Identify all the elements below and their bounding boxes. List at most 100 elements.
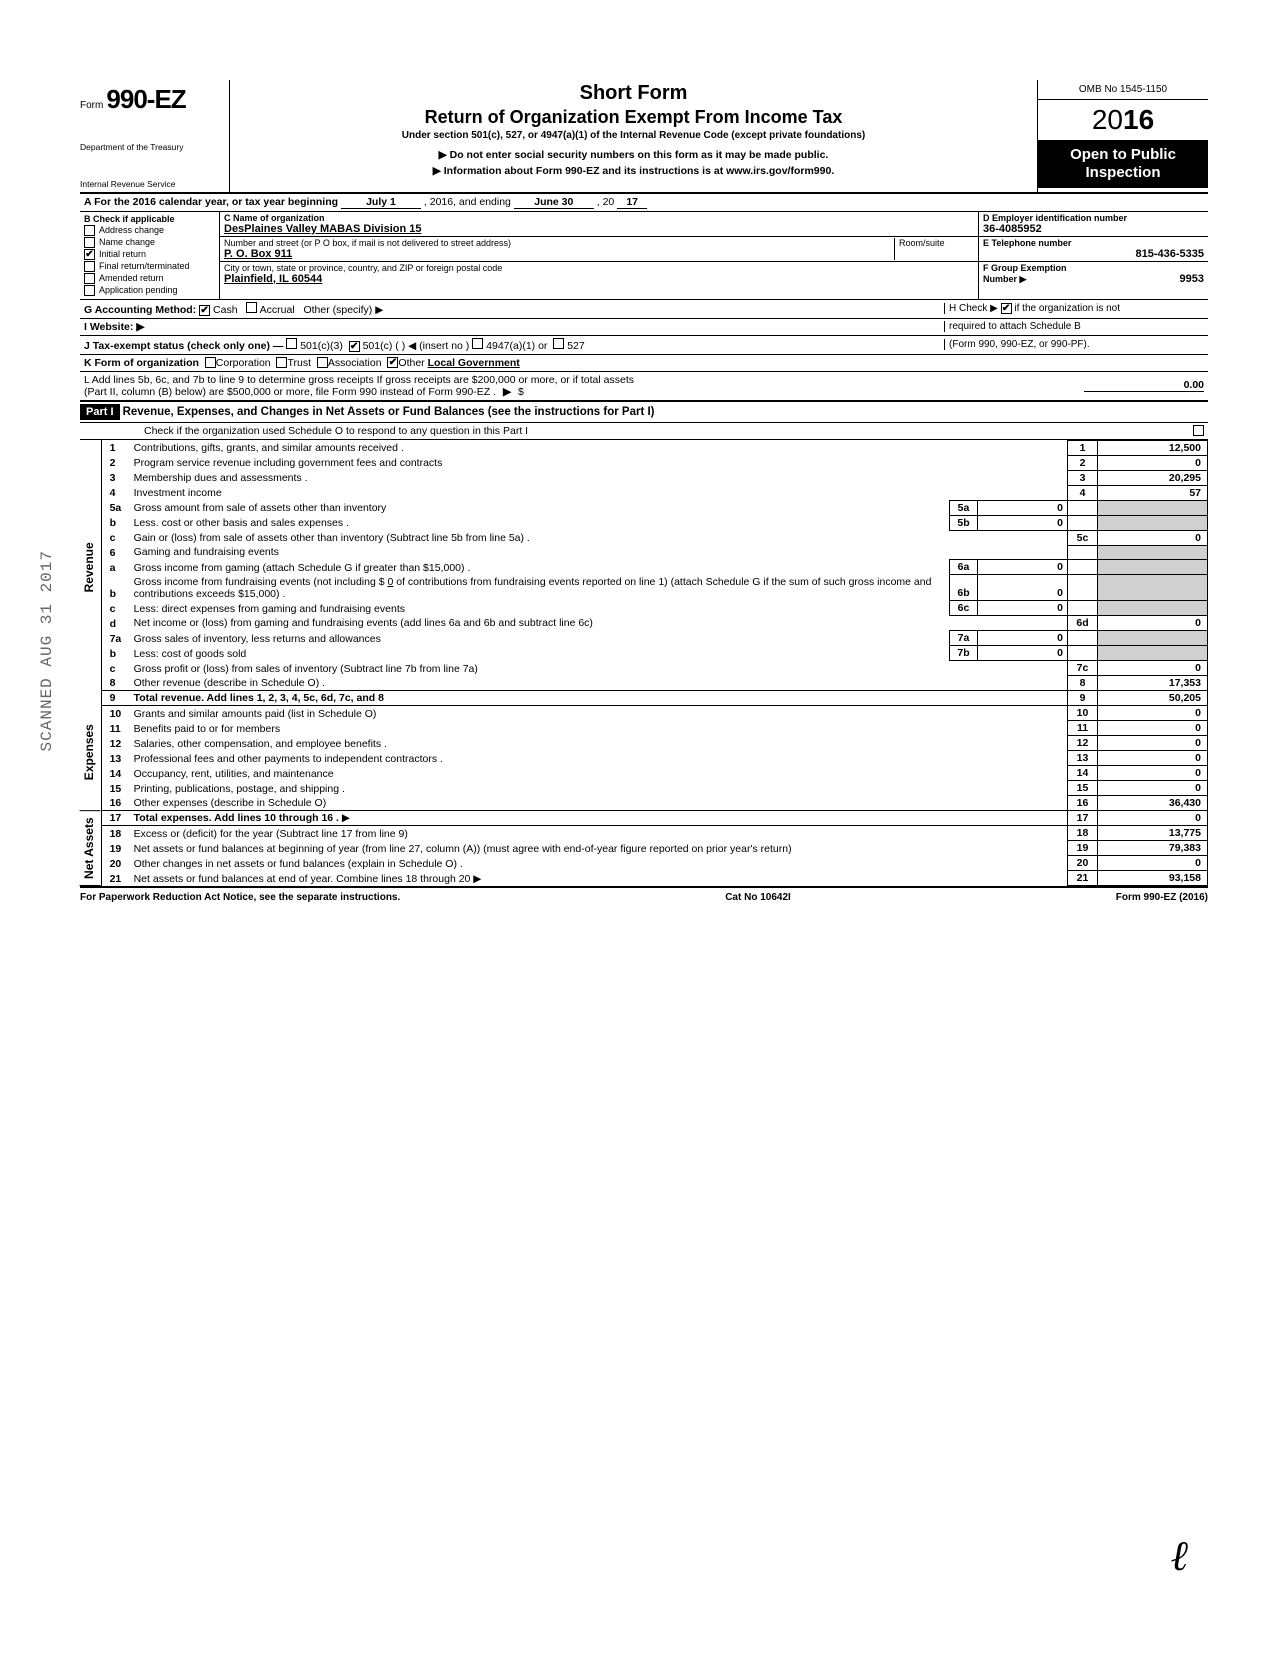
dept-treasury: Department of the Treasury	[80, 143, 223, 152]
year-bold: 16	[1123, 104, 1154, 135]
row-18: 18Excess or (deficit) for the year (Subt…	[102, 826, 1208, 841]
form-990ez: Form 990-EZ Department of the Treasury I…	[80, 80, 1208, 903]
part1-check-text: Check if the organization used Schedule …	[84, 425, 1193, 437]
chk-h[interactable]: ✔	[1001, 303, 1012, 314]
lbl-initial: Initial return	[99, 249, 146, 259]
row-21: 21Net assets or fund balances at end of …	[102, 871, 1208, 886]
section-bcdef: B Check if applicable Address change Nam…	[80, 212, 1208, 300]
chk-other-org[interactable]: ✔	[387, 357, 398, 368]
chk-trust[interactable]	[276, 357, 287, 368]
lbl-501c: 501(c) (	[363, 340, 399, 352]
chk-4947[interactable]	[472, 338, 483, 349]
row-8: 8Other revenue (describe in Schedule O) …	[102, 676, 1208, 691]
chk-app[interactable]	[84, 285, 95, 296]
info-note: ▶ Information about Form 990-EZ and its …	[238, 165, 1029, 177]
vlabel-revenue: Revenue	[80, 440, 101, 695]
chk-accrual[interactable]	[246, 302, 257, 313]
lbl-assoc: Association	[328, 357, 382, 369]
row-6c: cLess: direct expenses from gaming and f…	[102, 601, 1208, 616]
lbl-cash: Cash	[213, 304, 238, 316]
lbl-final: Final return/terminated	[99, 261, 190, 271]
form-number: 990-EZ	[106, 84, 185, 114]
omb-number: OMB No 1545-1150	[1038, 80, 1208, 100]
open-line1: Open to Public	[1070, 146, 1176, 163]
chk-part1-scho[interactable]	[1193, 425, 1204, 436]
header-left: Form 990-EZ Department of the Treasury I…	[80, 80, 230, 192]
b-label: B Check if applicable	[84, 214, 175, 224]
line-g: G Accounting Method: ✔ Cash Accrual Othe…	[80, 300, 1208, 319]
footer-mid: Cat No 10642I	[725, 892, 791, 903]
g-label: G Accounting Method:	[84, 304, 196, 316]
row-2: 2Program service revenue including gover…	[102, 455, 1208, 470]
f-label2: Number ▶	[983, 274, 1026, 284]
dept-irs: Internal Revenue Service	[80, 180, 223, 189]
k-label: K Form of organization	[84, 357, 199, 369]
lbl-trust: Trust	[287, 357, 311, 369]
row-19: 19Net assets or fund balances at beginni…	[102, 841, 1208, 856]
row-6b: bGross income from fundraising events (n…	[102, 575, 1208, 601]
lbl-address: Address change	[99, 225, 164, 235]
section-b: B Check if applicable Address change Nam…	[80, 212, 220, 299]
chk-final[interactable]	[84, 261, 95, 272]
chk-501c3[interactable]	[286, 338, 297, 349]
chk-527[interactable]	[553, 338, 564, 349]
row-6a: aGross income from gaming (attach Schedu…	[102, 560, 1208, 575]
scanned-stamp: SCANNED AUG 31 2017	[38, 550, 56, 751]
line-l: L Add lines 5b, 6c, and 7b to line 9 to …	[80, 372, 1208, 402]
j-label: J Tax-exempt status (check only one) —	[84, 340, 283, 352]
tax-year: 2016	[1038, 100, 1208, 140]
org-city: Plainfield, IL 60544	[224, 273, 974, 285]
chk-assoc[interactable]	[317, 357, 328, 368]
row-20: 20Other changes in net assets or fund ba…	[102, 856, 1208, 871]
lbl-527: 527	[567, 340, 585, 352]
lbl-other: Other (specify) ▶	[303, 304, 383, 316]
e-label: E Telephone number	[983, 238, 1204, 248]
form-word: Form	[80, 100, 103, 111]
lbl-corp: Corporation	[216, 357, 271, 369]
org-address: P. O. Box 911	[224, 248, 894, 260]
c-label: C Name of organization	[224, 213, 325, 223]
tax-year-yr: 17	[617, 196, 647, 209]
row-7c: cGross profit or (loss) from sales of in…	[102, 661, 1208, 676]
chk-amended[interactable]	[84, 273, 95, 284]
row-6d: dNet income or (loss) from gaming and fu…	[102, 616, 1208, 631]
r9-desc: Total revenue. Add lines 1, 2, 3, 4, 5c,…	[134, 692, 384, 704]
form-header: Form 990-EZ Department of the Treasury I…	[80, 80, 1208, 194]
chk-name[interactable]	[84, 237, 95, 248]
l-arrow: ▶	[503, 386, 511, 398]
l-text2: (Part II, column (B) below) are $500,000…	[84, 386, 496, 398]
header-right: OMB No 1545-1150 2016 Open to Public Ins…	[1038, 80, 1208, 192]
line-i: I Website: ▶ required to attach Schedule…	[80, 319, 1208, 336]
addr-label: Number and street (or P O box, if mail i…	[224, 238, 894, 248]
row-17: 17Total expenses. Add lines 10 through 1…	[102, 811, 1208, 826]
chk-501c[interactable]: ✔	[349, 341, 360, 352]
chk-cash[interactable]: ✔	[199, 305, 210, 316]
lbl-other-org: Other	[398, 357, 424, 369]
form-subtitle: Under section 501(c), 527, or 4947(a)(1)…	[238, 130, 1029, 141]
short-form-label: Short Form	[238, 82, 1029, 105]
part1-label: Part I	[80, 404, 120, 420]
row-15: 15Printing, publications, postage, and s…	[102, 781, 1208, 796]
open-line2: Inspection	[1085, 164, 1160, 181]
ein: 36-4085952	[983, 223, 1204, 235]
row-5a: 5aGross amount from sale of assets other…	[102, 500, 1208, 515]
chk-initial[interactable]: ✔	[84, 249, 95, 260]
chk-corp[interactable]	[205, 357, 216, 368]
part1-table: 1Contributions, gifts, grants, and simil…	[102, 440, 1208, 887]
org-name: DesPlaines Valley MABAS Division 15	[224, 223, 974, 235]
form-title: Return of Organization Exempt From Incom…	[238, 107, 1029, 128]
row-7a: 7aGross sales of inventory, less returns…	[102, 631, 1208, 646]
r21-desc: Net assets or fund balances at end of ye…	[134, 873, 471, 885]
tax-year-end: June 30	[514, 196, 594, 209]
lbl-accrual: Accrual	[260, 304, 295, 316]
ssn-note: ▶ Do not enter social security numbers o…	[238, 149, 1029, 161]
line-k: K Form of organization Corporation Trust…	[80, 355, 1208, 372]
row-13: 13Professional fees and other payments t…	[102, 751, 1208, 766]
group-exemption: 9953	[1180, 273, 1204, 285]
line-a-mid: , 2016, and ending	[424, 196, 511, 208]
row-12: 12Salaries, other compensation, and empl…	[102, 736, 1208, 751]
lbl-app: Application pending	[99, 285, 178, 295]
line-a-prefix: A For the 2016 calendar year, or tax yea…	[84, 196, 338, 208]
chk-address[interactable]	[84, 225, 95, 236]
h-label2: if the organization is not	[1014, 303, 1120, 314]
